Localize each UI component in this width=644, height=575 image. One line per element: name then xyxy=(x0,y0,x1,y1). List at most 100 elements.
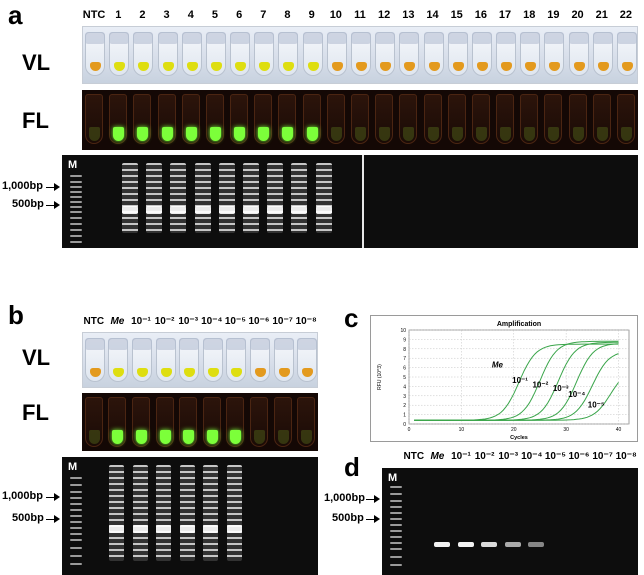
panel-d-arrow-500 xyxy=(366,515,380,523)
panel-b-lane-label: 10⁻⁶ xyxy=(248,316,270,327)
lamp-bright-band xyxy=(315,206,332,215)
fl-tube xyxy=(157,94,176,144)
panel-a-lane-label: 16 xyxy=(474,9,487,21)
fl-tube xyxy=(520,94,539,144)
ladder-band xyxy=(70,547,82,549)
vl-tube xyxy=(230,32,251,76)
panel-b-lane-label: 10⁻³ xyxy=(178,316,199,327)
vl-tube xyxy=(592,32,613,76)
y-tick-label: 3 xyxy=(403,394,406,400)
fl-tube xyxy=(84,397,103,447)
ladder-band xyxy=(70,515,82,517)
vl-tube xyxy=(226,338,247,382)
panel-a-lane-label: 4 xyxy=(187,9,194,21)
ladder-band xyxy=(70,521,82,523)
ladder-band xyxy=(390,542,402,544)
vl-tube-liquid xyxy=(549,62,561,71)
panel-b-bp-500: 500bp xyxy=(12,512,44,524)
panel-d-lane-label: 10⁻⁸ xyxy=(615,451,637,462)
lamp-smear xyxy=(243,163,259,233)
vl-tube-liquid xyxy=(621,62,633,71)
ladder-band xyxy=(70,503,82,505)
panel-a-bp-1000: 1,000bp xyxy=(2,180,43,192)
vl-tube-liquid xyxy=(380,62,392,71)
vl-tube-liquid xyxy=(404,62,416,71)
fl-tube xyxy=(254,94,273,144)
fl-tube xyxy=(132,397,150,447)
vl-tube xyxy=(133,32,154,76)
panel-b-letter: b xyxy=(8,300,24,330)
x-tick-label: 10 xyxy=(459,427,465,433)
panel-d-bp-500: 500bp xyxy=(332,512,364,524)
series-label: Me xyxy=(492,360,504,369)
fl-tube xyxy=(297,397,316,447)
panel-b-fl-tubes xyxy=(82,393,318,451)
lamp-bright-band xyxy=(243,206,259,215)
panel-a-lane-label: 15 xyxy=(450,9,463,21)
panel-b-lane-label: 10⁻⁴ xyxy=(201,316,223,327)
vl-tube xyxy=(351,32,371,76)
panel-d-lane-label: 10⁻⁵ xyxy=(544,451,566,462)
lamp-bright-band xyxy=(218,206,235,215)
panel-a-vl-tubes xyxy=(82,26,638,84)
panel-b-lane-label: Me xyxy=(110,316,125,327)
ladder-band xyxy=(70,491,82,493)
lamp-smear xyxy=(267,163,284,233)
y-tick-label: 9 xyxy=(403,337,406,343)
fl-tube-glow xyxy=(379,127,391,141)
vl-tube-liquid xyxy=(235,62,247,71)
fl-tube xyxy=(230,94,249,144)
panel-a-lane-label: 6 xyxy=(236,9,243,21)
vl-tube xyxy=(179,338,200,382)
y-axis-label: RFU (10^3) xyxy=(377,364,383,390)
fl-tube-glow xyxy=(282,127,294,141)
panel-a-lane-label: 17 xyxy=(498,9,512,21)
vl-tube-liquid xyxy=(307,62,319,71)
vl-tube xyxy=(471,32,492,76)
lamp-bright-band xyxy=(109,524,124,533)
panel-a-lane-label: 18 xyxy=(523,9,536,21)
series-label: 10⁻⁴ xyxy=(568,390,585,399)
vl-tube-liquid xyxy=(278,368,290,377)
ladder-band xyxy=(390,524,402,526)
vl-tube xyxy=(568,32,589,76)
ladder-band xyxy=(390,512,402,514)
panel-b-lane-label: NTC xyxy=(83,316,105,327)
vl-tube xyxy=(109,32,130,76)
ladder-band xyxy=(70,533,82,535)
panel-a-gel-divider xyxy=(362,155,364,248)
fl-tube xyxy=(447,94,466,144)
vl-tube xyxy=(375,32,396,76)
ladder-band xyxy=(70,527,82,529)
vl-tube xyxy=(520,32,541,76)
fl-tube-glow xyxy=(206,430,218,444)
ladder-band xyxy=(390,556,402,558)
panel-a-lane-label: NTC xyxy=(82,9,106,21)
panel-d-gel-marker: M xyxy=(388,472,398,484)
panel-d-lane-label: 10⁻⁴ xyxy=(521,451,543,462)
lamp-smear xyxy=(194,163,211,233)
fl-tube xyxy=(471,94,490,144)
fl-tube xyxy=(375,94,394,144)
vl-tube xyxy=(155,338,176,382)
x-axis-label: Cycles xyxy=(510,435,528,441)
fl-tube xyxy=(302,94,321,144)
vl-tube-liquid xyxy=(501,62,513,71)
lamp-smear xyxy=(132,465,148,561)
panel-a-fl-tubes xyxy=(82,90,638,150)
fl-tube-glow xyxy=(254,430,265,444)
fl-tube-glow xyxy=(475,127,487,141)
panel-b-gel-marker: M xyxy=(68,461,78,473)
fl-tube-glow xyxy=(137,127,149,141)
panel-a-gel: M xyxy=(62,155,638,248)
vl-tube xyxy=(496,32,517,76)
x-tick-label: 0 xyxy=(408,427,411,433)
vl-tube xyxy=(544,32,565,76)
lamp-smear xyxy=(146,163,163,233)
vl-tube-liquid xyxy=(573,62,585,71)
ladder-band xyxy=(70,484,82,486)
fl-tube-glow xyxy=(112,430,124,444)
fl-tube xyxy=(250,397,268,447)
ladder-band xyxy=(390,518,402,520)
fl-tube xyxy=(108,397,127,447)
